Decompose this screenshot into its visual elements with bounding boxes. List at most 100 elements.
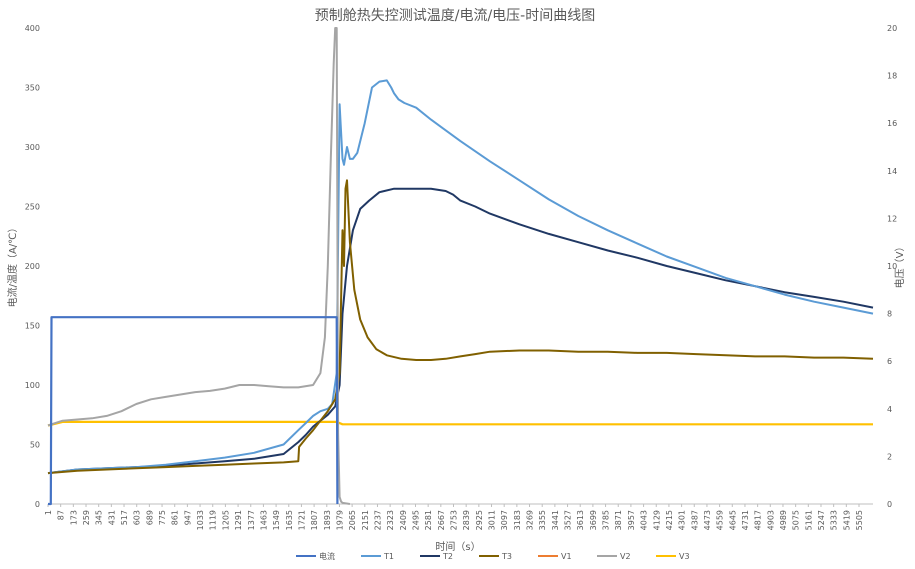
x-tick-label: 3785 bbox=[602, 510, 611, 530]
x-tick-label: 2667 bbox=[437, 510, 446, 530]
y-right-tick-label: 2 bbox=[887, 452, 892, 461]
x-tick-label: 2495 bbox=[411, 510, 420, 530]
y-right-tick-label: 4 bbox=[887, 405, 892, 414]
x-tick-label: 87 bbox=[57, 510, 66, 520]
series-line-V2 bbox=[47, 27, 351, 505]
legend-label-V3: V3 bbox=[679, 552, 690, 561]
legend-label-V2: V2 bbox=[620, 552, 631, 561]
x-tick-label: 3097 bbox=[500, 510, 509, 530]
x-tick-label: 2237 bbox=[373, 510, 382, 530]
x-tick-label: 2323 bbox=[386, 510, 395, 530]
y-left-tick-label: 300 bbox=[25, 143, 40, 152]
x-tick-label: 517 bbox=[120, 510, 129, 525]
x-axis-title: 时间（s） bbox=[435, 540, 480, 553]
x-tick-label: 5505 bbox=[855, 510, 864, 530]
y-right-tick-label: 12 bbox=[887, 214, 897, 223]
y-right-tick-label: 16 bbox=[887, 119, 897, 128]
x-tick-label: 3957 bbox=[627, 510, 636, 530]
chart-title: 预制舱热失控测试温度/电流/电压-时间曲线图 bbox=[315, 8, 595, 24]
x-tick-label: 5247 bbox=[817, 510, 826, 530]
y-left-tick-label: 250 bbox=[25, 203, 40, 212]
y-left-tick-label: 400 bbox=[25, 24, 40, 33]
x-tick-label: 1 bbox=[44, 510, 53, 515]
axes: 0 50 100 150 200 250 300 350 400 0 2 4 6 8 10 12 14 16 18 2… bbox=[25, 24, 897, 530]
series-line-电流 bbox=[48, 316, 339, 506]
x-tick-label: 4559 bbox=[716, 510, 725, 530]
x-tick-label: 2065 bbox=[348, 510, 357, 530]
x-tick-label: 5161 bbox=[804, 510, 813, 530]
x-tick-label: 345 bbox=[95, 510, 104, 525]
x-tick-label: 4817 bbox=[754, 510, 763, 530]
x-tick-label: 1033 bbox=[196, 510, 205, 530]
y-right-tick-label: 6 bbox=[887, 357, 892, 366]
x-tick-label: 4645 bbox=[728, 510, 737, 530]
x-tick-label: 2409 bbox=[399, 510, 408, 530]
x-tick-label: 1463 bbox=[259, 510, 268, 530]
legend-label-V1: V1 bbox=[561, 552, 572, 561]
series-line-T1 bbox=[47, 79, 874, 475]
x-tick-label: 4129 bbox=[652, 510, 661, 530]
x-tick-label: 1807 bbox=[310, 510, 319, 530]
x-tick-label: 5075 bbox=[792, 510, 801, 530]
x-tick-label: 4387 bbox=[690, 510, 699, 530]
y-left-tick-label: 200 bbox=[25, 262, 40, 271]
x-tick-label: 3699 bbox=[589, 510, 598, 530]
x-tick-label: 2753 bbox=[450, 510, 459, 530]
x-tick-label: 947 bbox=[183, 510, 192, 525]
x-tick-label: 3355 bbox=[538, 510, 547, 530]
y-left-tick-label: 100 bbox=[25, 381, 40, 390]
x-tick-label: 775 bbox=[158, 510, 167, 525]
series-line-T3 bbox=[47, 179, 874, 475]
x-tick-label: 5333 bbox=[830, 510, 839, 530]
series-line-T2 bbox=[47, 187, 874, 475]
x-tick-label: 603 bbox=[133, 510, 142, 525]
x-tick-label: 4043 bbox=[640, 510, 649, 530]
x-tick-label: 1893 bbox=[323, 510, 332, 530]
x-tick-label: 2925 bbox=[475, 510, 484, 530]
x-tick-label: 173 bbox=[69, 510, 78, 525]
legend-label-T3: T3 bbox=[501, 552, 512, 561]
legend-label-T1: T1 bbox=[383, 552, 394, 561]
x-tick-label: 431 bbox=[107, 510, 116, 525]
y-right-tick-label: 20 bbox=[887, 24, 897, 33]
x-tick-label: 4989 bbox=[779, 510, 788, 530]
x-tick-label: 1291 bbox=[234, 510, 243, 530]
x-tick-label: 4301 bbox=[678, 510, 687, 530]
y-right-tick-label: 0 bbox=[887, 500, 892, 509]
x-tick-label: 3441 bbox=[551, 510, 560, 530]
y-left-tick-label: 50 bbox=[30, 441, 40, 450]
x-tick-label: 3269 bbox=[526, 510, 535, 530]
x-tick-label: 4903 bbox=[766, 510, 775, 530]
x-tick-label: 3183 bbox=[513, 510, 522, 530]
y-right-tick-label: 18 bbox=[887, 72, 897, 81]
x-tick-label: 1635 bbox=[285, 510, 294, 530]
x-tick-label: 2581 bbox=[424, 510, 433, 530]
x-tick-label: 1119 bbox=[209, 510, 218, 530]
x-tick-label: 4731 bbox=[741, 510, 750, 530]
legend-label-电流: 电流 bbox=[319, 551, 335, 561]
x-tick-label: 3527 bbox=[564, 510, 573, 530]
y-left-tick-label: 0 bbox=[35, 500, 40, 509]
x-tick-label: 2151 bbox=[361, 510, 370, 530]
x-tick-label: 1979 bbox=[335, 510, 344, 530]
x-tick-label: 4215 bbox=[665, 510, 674, 530]
x-tick-label: 1549 bbox=[272, 510, 281, 530]
x-tick-label: 2839 bbox=[462, 510, 471, 530]
x-tick-label: 4473 bbox=[703, 510, 712, 530]
y-right-axis-title: 电压（V） bbox=[893, 242, 906, 289]
x-tick-label: 5419 bbox=[842, 510, 851, 530]
x-tick-label: 1377 bbox=[247, 510, 256, 530]
y-right-tick-label: 8 bbox=[887, 310, 892, 319]
y-left-axis-title: 电流/温度（A/℃） bbox=[6, 223, 19, 308]
x-tick-label: 861 bbox=[171, 510, 180, 525]
series-layer bbox=[47, 27, 874, 506]
y-right-tick-label: 10 bbox=[887, 262, 897, 271]
legend: 电流 T1 T2 T3 V1 V2 V3 bbox=[296, 551, 690, 561]
x-tick-label: 3613 bbox=[576, 510, 585, 530]
legend-label-T2: T2 bbox=[442, 552, 453, 561]
x-tick-label: 259 bbox=[82, 510, 91, 525]
x-tick-label: 3011 bbox=[488, 510, 497, 530]
